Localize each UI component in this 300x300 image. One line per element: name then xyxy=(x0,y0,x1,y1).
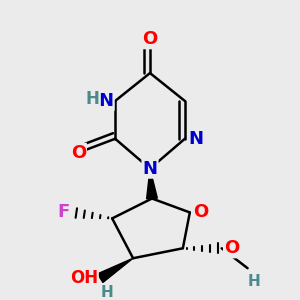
Text: O: O xyxy=(224,239,239,257)
Text: O: O xyxy=(71,144,86,162)
Text: O: O xyxy=(142,30,158,48)
Text: O: O xyxy=(194,203,209,221)
Text: H: H xyxy=(248,274,260,289)
Polygon shape xyxy=(98,258,133,283)
Text: N: N xyxy=(142,160,158,178)
Text: N: N xyxy=(99,92,114,110)
Text: N: N xyxy=(188,130,203,148)
Text: F: F xyxy=(57,203,69,221)
Text: OH: OH xyxy=(70,269,98,287)
Text: H: H xyxy=(86,90,100,108)
Polygon shape xyxy=(147,169,158,199)
Text: H: H xyxy=(100,285,113,300)
